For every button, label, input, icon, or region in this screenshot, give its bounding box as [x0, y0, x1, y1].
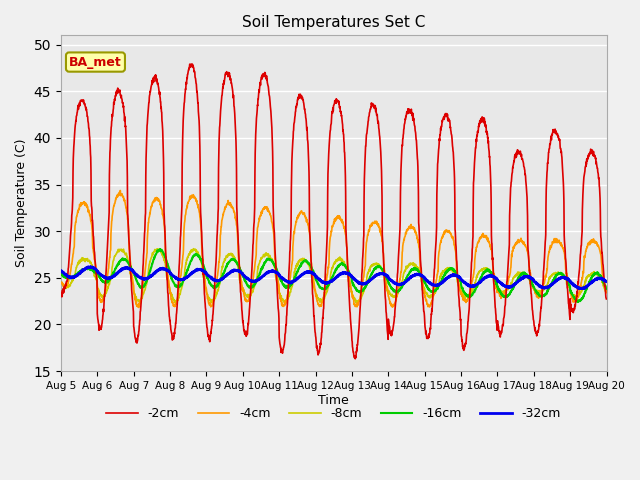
- Title: Soil Temperatures Set C: Soil Temperatures Set C: [242, 15, 426, 30]
- Legend: -2cm, -4cm, -8cm, -16cm, -32cm: -2cm, -4cm, -8cm, -16cm, -32cm: [102, 402, 566, 425]
- Text: BA_met: BA_met: [69, 56, 122, 69]
- X-axis label: Time: Time: [318, 394, 349, 407]
- Y-axis label: Soil Temperature (C): Soil Temperature (C): [15, 139, 28, 267]
